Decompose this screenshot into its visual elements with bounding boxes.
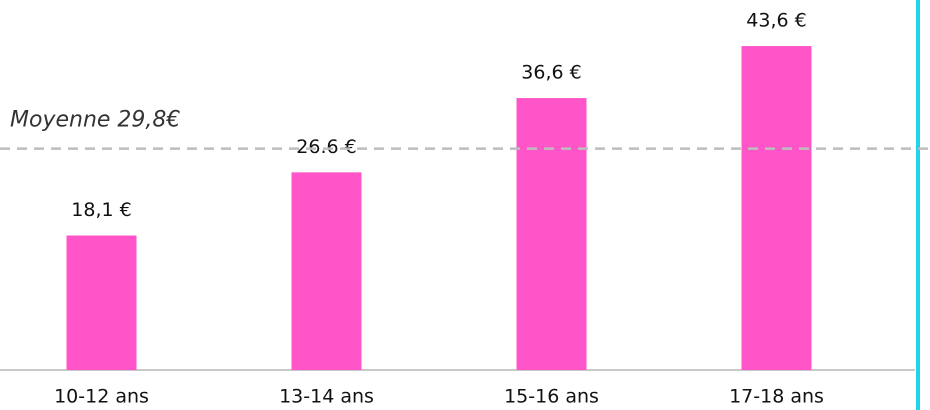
value-label: 43,6 € [746, 10, 806, 32]
value-label: 18,1 € [71, 199, 131, 221]
x-tick-label: 13-14 ans [279, 386, 374, 408]
average-label: Moyenne 29,8€ [10, 108, 180, 133]
x-tick-label: 15-16 ans [504, 386, 599, 408]
value-label: 26.6 € [296, 136, 356, 158]
bar [291, 172, 362, 370]
side-border [916, 0, 920, 410]
value-label: 36,6 € [521, 62, 581, 84]
bar [741, 46, 812, 370]
bar [66, 235, 137, 370]
bar [516, 98, 587, 370]
x-tick-label: 17-18 ans [729, 386, 824, 408]
x-tick-label: 10-12 ans [54, 386, 149, 408]
